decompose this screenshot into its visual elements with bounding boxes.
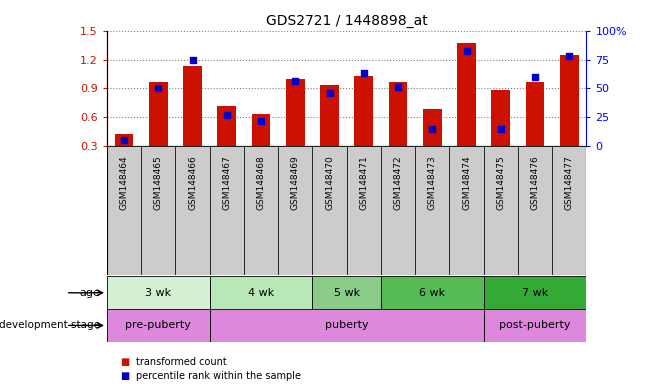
Bar: [244, 146, 278, 275]
Point: [530, 74, 540, 80]
Text: 6 wk: 6 wk: [419, 288, 445, 298]
Bar: [457, 43, 476, 146]
Bar: [141, 146, 176, 275]
Bar: [107, 146, 141, 275]
Point: [564, 53, 575, 59]
Bar: [210, 309, 483, 342]
Point: [290, 78, 301, 84]
Text: ■: ■: [120, 357, 129, 367]
Bar: [176, 146, 210, 275]
Bar: [210, 276, 312, 309]
Point: [427, 126, 437, 132]
Text: GSM148468: GSM148468: [257, 156, 266, 210]
Text: GSM148469: GSM148469: [291, 156, 300, 210]
Bar: [483, 276, 586, 309]
Bar: [210, 146, 244, 275]
Point: [325, 90, 335, 96]
Bar: [115, 134, 133, 146]
Bar: [278, 146, 312, 275]
Text: GSM148466: GSM148466: [188, 156, 197, 210]
Text: GSM148464: GSM148464: [119, 156, 128, 210]
Text: ■: ■: [120, 371, 129, 381]
Bar: [381, 146, 415, 275]
Text: GSM148474: GSM148474: [462, 156, 471, 210]
Bar: [251, 114, 270, 146]
Point: [119, 137, 129, 143]
Text: 5 wk: 5 wk: [334, 288, 360, 298]
Bar: [183, 66, 202, 146]
Bar: [560, 55, 579, 146]
Bar: [217, 106, 237, 146]
Title: GDS2721 / 1448898_at: GDS2721 / 1448898_at: [266, 14, 428, 28]
Bar: [483, 146, 518, 275]
Point: [187, 56, 198, 63]
Bar: [149, 82, 168, 146]
Bar: [354, 76, 373, 146]
Text: GSM148476: GSM148476: [531, 156, 540, 210]
Text: 3 wk: 3 wk: [145, 288, 171, 298]
Point: [461, 48, 472, 55]
Bar: [518, 146, 552, 275]
Point: [496, 126, 506, 132]
Bar: [381, 276, 483, 309]
Text: GSM148465: GSM148465: [154, 156, 163, 210]
Bar: [107, 276, 210, 309]
Bar: [286, 79, 305, 146]
Text: post-puberty: post-puberty: [500, 320, 571, 331]
Text: GSM148473: GSM148473: [428, 156, 437, 210]
Bar: [450, 146, 483, 275]
Point: [153, 85, 163, 91]
Text: GSM148470: GSM148470: [325, 156, 334, 210]
Text: percentile rank within the sample: percentile rank within the sample: [136, 371, 301, 381]
Text: GSM148471: GSM148471: [359, 156, 368, 210]
Bar: [347, 146, 381, 275]
Text: puberty: puberty: [325, 320, 369, 331]
Text: development stage: development stage: [0, 320, 100, 331]
Text: transformed count: transformed count: [136, 357, 227, 367]
Text: age: age: [80, 288, 100, 298]
Bar: [107, 309, 210, 342]
Bar: [312, 146, 347, 275]
Bar: [415, 146, 450, 275]
Text: GSM148475: GSM148475: [496, 156, 505, 210]
Text: 4 wk: 4 wk: [248, 288, 274, 298]
Text: pre-puberty: pre-puberty: [125, 320, 191, 331]
Point: [222, 112, 232, 118]
Point: [256, 118, 266, 124]
Bar: [389, 82, 408, 146]
Bar: [423, 109, 442, 146]
Bar: [526, 82, 544, 146]
Text: GSM148467: GSM148467: [222, 156, 231, 210]
Bar: [320, 86, 339, 146]
Bar: [552, 146, 586, 275]
Bar: [483, 309, 586, 342]
Bar: [312, 276, 381, 309]
Text: 7 wk: 7 wk: [522, 288, 548, 298]
Text: GSM148477: GSM148477: [565, 156, 574, 210]
Point: [358, 70, 369, 76]
Point: [393, 84, 403, 90]
Text: GSM148472: GSM148472: [393, 156, 402, 210]
Bar: [491, 90, 510, 146]
